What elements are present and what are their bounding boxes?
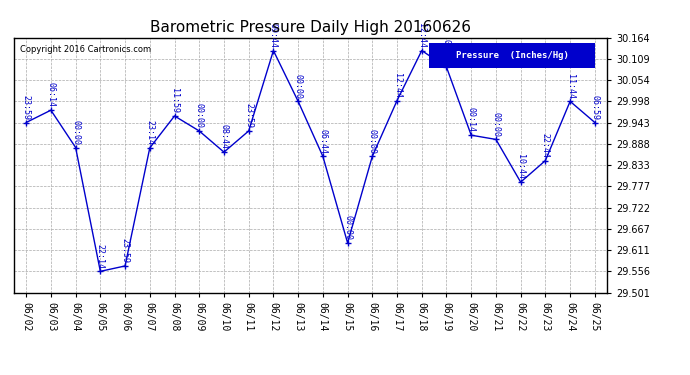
Text: 00:00: 00:00: [71, 120, 80, 145]
Text: 06:59: 06:59: [591, 95, 600, 120]
Text: 23:59: 23:59: [244, 103, 253, 128]
Text: 12:44: 12:44: [417, 23, 426, 48]
Text: 10:44: 10:44: [516, 154, 525, 179]
Text: 00:00: 00:00: [368, 129, 377, 154]
Text: 00:00: 00:00: [491, 112, 500, 136]
Text: 11:59: 11:59: [170, 88, 179, 113]
Text: 00:00: 00:00: [343, 215, 352, 240]
Text: 06:14: 06:14: [46, 82, 55, 107]
Text: 09:44: 09:44: [269, 23, 278, 48]
Text: 08:44: 08:44: [219, 124, 228, 149]
Text: 12:44: 12:44: [393, 73, 402, 98]
Text: 22:44: 22:44: [541, 133, 550, 158]
Text: 23:14: 23:14: [146, 120, 155, 145]
Text: 00:00: 00:00: [195, 103, 204, 128]
Text: 23:59: 23:59: [21, 95, 30, 120]
Text: 06:44: 06:44: [318, 129, 327, 154]
Text: 05:14: 05:14: [442, 39, 451, 64]
Text: 00:14: 00:14: [466, 107, 475, 132]
Text: 11:44: 11:44: [566, 74, 575, 99]
Title: Barometric Pressure Daily High 20160626: Barometric Pressure Daily High 20160626: [150, 20, 471, 35]
Text: Copyright 2016 Cartronics.com: Copyright 2016 Cartronics.com: [20, 45, 151, 54]
Text: 23:59: 23:59: [121, 238, 130, 263]
Text: 00:00: 00:00: [294, 74, 303, 99]
Text: 22:14: 22:14: [96, 244, 105, 268]
